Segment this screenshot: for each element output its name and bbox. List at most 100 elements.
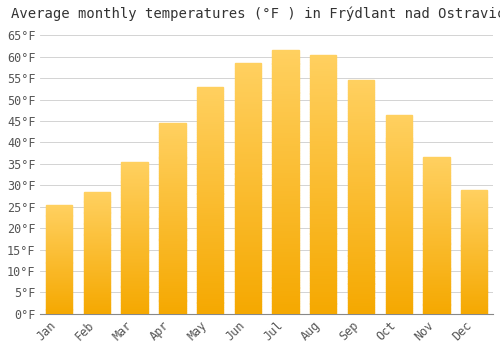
Bar — [386, 284, 412, 286]
Bar — [234, 226, 261, 229]
Bar — [234, 198, 261, 201]
Bar — [197, 284, 224, 287]
Bar — [310, 233, 336, 236]
Bar — [122, 200, 148, 201]
Bar — [46, 298, 72, 299]
Bar — [46, 275, 72, 277]
Bar — [461, 201, 487, 202]
Bar — [386, 154, 412, 156]
Bar — [272, 216, 299, 219]
Bar — [84, 211, 110, 212]
Bar — [272, 206, 299, 209]
Bar — [386, 252, 412, 254]
Bar — [272, 269, 299, 272]
Bar — [424, 311, 450, 312]
Bar — [46, 248, 72, 250]
Bar — [159, 253, 186, 255]
Bar — [84, 288, 110, 289]
Bar — [84, 209, 110, 210]
Bar — [84, 205, 110, 206]
Bar — [122, 204, 148, 206]
Bar — [272, 177, 299, 180]
Bar — [197, 159, 224, 162]
Bar — [424, 162, 450, 164]
Bar — [234, 206, 261, 209]
Bar — [84, 271, 110, 272]
Bar — [84, 309, 110, 310]
Bar — [122, 191, 148, 192]
Bar — [84, 194, 110, 195]
Bar — [159, 304, 186, 306]
Bar — [310, 228, 336, 231]
Bar — [386, 246, 412, 248]
Bar — [197, 259, 224, 262]
Bar — [461, 310, 487, 312]
Bar — [122, 270, 148, 271]
Bar — [310, 171, 336, 174]
Bar — [84, 243, 110, 244]
Bar — [84, 289, 110, 291]
Bar — [234, 271, 261, 274]
Bar — [386, 117, 412, 119]
Bar — [424, 267, 450, 268]
Bar — [159, 228, 186, 230]
Bar — [386, 160, 412, 162]
Bar — [159, 222, 186, 224]
Bar — [84, 226, 110, 227]
Bar — [310, 68, 336, 70]
Bar — [197, 196, 224, 198]
Bar — [272, 150, 299, 153]
Bar — [461, 231, 487, 232]
Bar — [272, 227, 299, 230]
Bar — [348, 186, 374, 188]
Bar — [84, 233, 110, 235]
Bar — [461, 226, 487, 227]
Bar — [310, 301, 336, 303]
Bar — [159, 175, 186, 177]
Bar — [310, 156, 336, 158]
Bar — [424, 182, 450, 184]
Bar — [84, 210, 110, 211]
Bar — [159, 280, 186, 281]
Bar — [197, 212, 224, 214]
Bar — [84, 307, 110, 308]
Bar — [122, 206, 148, 208]
Bar — [424, 306, 450, 308]
Bar — [348, 265, 374, 267]
Bar — [310, 182, 336, 184]
Bar — [386, 292, 412, 294]
Bar — [310, 231, 336, 233]
Bar — [122, 212, 148, 214]
Bar — [348, 174, 374, 176]
Bar — [461, 233, 487, 235]
Bar — [310, 132, 336, 135]
Bar — [348, 228, 374, 230]
Bar — [197, 168, 224, 171]
Bar — [197, 257, 224, 259]
Bar — [386, 216, 412, 218]
Bar — [424, 262, 450, 264]
Bar — [46, 224, 72, 225]
Bar — [84, 299, 110, 300]
Bar — [159, 194, 186, 196]
Bar — [348, 270, 374, 272]
Bar — [461, 248, 487, 249]
Bar — [197, 296, 224, 298]
Bar — [46, 274, 72, 276]
Bar — [159, 163, 186, 165]
Bar — [272, 174, 299, 177]
Bar — [234, 301, 261, 304]
Bar — [84, 200, 110, 202]
Bar — [272, 148, 299, 150]
Bar — [424, 159, 450, 161]
Bar — [461, 219, 487, 221]
Bar — [159, 226, 186, 228]
Bar — [386, 136, 412, 139]
Bar — [386, 142, 412, 145]
Bar — [159, 217, 186, 218]
Bar — [197, 221, 224, 223]
Bar — [197, 157, 224, 160]
Bar — [310, 208, 336, 210]
Bar — [46, 249, 72, 251]
Bar — [234, 108, 261, 111]
